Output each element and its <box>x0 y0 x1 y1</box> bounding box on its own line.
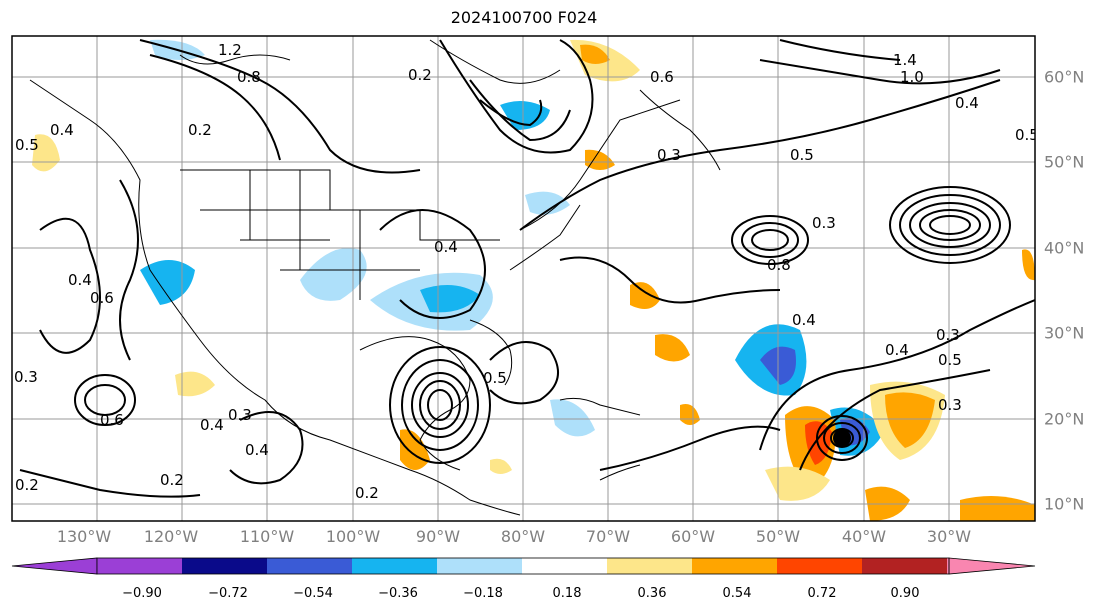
yellow-region-pacific <box>175 371 215 397</box>
colorbar-tick-label: −0.36 <box>378 586 418 601</box>
contour-label: 0.6 <box>650 68 674 86</box>
storm-center-marker <box>833 429 851 447</box>
contour-label: 0.6 <box>100 411 124 429</box>
longitude-label: 70°W <box>585 527 631 546</box>
longitude-label: 50°W <box>755 527 801 546</box>
contour-label: 0.8 <box>237 68 261 86</box>
orange-region-canada <box>580 44 610 64</box>
contour-label: 0.3 <box>938 396 962 414</box>
graticule <box>12 36 1035 521</box>
contour-label: 0.3 <box>228 406 252 424</box>
colorbar-tick-label: −0.90 <box>122 586 162 601</box>
contour-label: 1.2 <box>218 41 242 59</box>
contour-label-group: 1.2 0.8 0.2 0.4 0.5 0.6 0.3 0.2 1.4 1.0 … <box>14 41 1039 502</box>
colorbar-segment <box>267 558 352 574</box>
orange-region-east-atlantic <box>885 392 935 448</box>
latitude-label: 20°N <box>1044 409 1085 429</box>
colorbar-segment <box>777 558 862 574</box>
longitude-label: 110°W <box>239 527 295 546</box>
contour-label: 0.2 <box>160 471 184 489</box>
colorbar-high-arrow <box>948 557 1036 575</box>
contour-label: 0.5 <box>15 136 39 154</box>
contour-label: 0.4 <box>434 238 458 256</box>
colorbar-segment <box>947 558 949 574</box>
colorbar-tick-label: 0.54 <box>722 586 752 601</box>
colorbar-segment <box>182 558 267 574</box>
latitude-label: 40°N <box>1044 238 1085 258</box>
colorbar-segment <box>522 558 607 574</box>
longitude-label: 90°W <box>415 527 461 546</box>
colorbar-segment <box>862 558 947 574</box>
yellow-region-carib-east <box>680 404 700 425</box>
blue-region-southeast-core <box>420 285 480 313</box>
yellow-region-atlantic-mid <box>630 282 660 309</box>
contour-label: 0.4 <box>792 311 816 329</box>
longitude-label: 40°W <box>841 527 887 546</box>
contour-label: 0.5 <box>1015 126 1039 144</box>
yellow-region-atlantic-low <box>655 334 690 362</box>
colorbar-segment <box>352 558 437 574</box>
contour-label: 0.2 <box>355 484 379 502</box>
latitude-label: 30°N <box>1044 323 1085 343</box>
contour-label: 0.2 <box>15 476 39 494</box>
contour-label: 0.3 <box>936 326 960 344</box>
blue-region-caribbean <box>550 399 595 437</box>
contour-label: 0.8 <box>767 256 791 274</box>
longitude-label: 120°W <box>143 527 199 546</box>
colorbar-tick-label: 0.72 <box>807 586 837 601</box>
orange-region-far-east-top <box>1022 249 1035 281</box>
colorbar-tick-label: −0.54 <box>293 586 333 601</box>
contour-label: 0.2 <box>408 66 432 84</box>
blue-region-great-lakes <box>500 101 550 130</box>
blue-region-midwest <box>525 191 570 215</box>
colorbar <box>11 557 1036 575</box>
orange-region-far-east <box>960 496 1035 521</box>
contour-label: 0.3 <box>812 214 836 232</box>
contour-label: 0.4 <box>955 94 979 112</box>
contour-lines <box>19 39 1035 498</box>
blue-region-west <box>140 260 195 305</box>
contour-label: 0.4 <box>200 416 224 434</box>
map-frame <box>11 35 1036 522</box>
contour-label: 0.5 <box>483 369 507 387</box>
contour-label: 0.5 <box>790 146 814 164</box>
colorbar-tick-label: −0.72 <box>208 586 248 601</box>
colorbar-tick-label: 0.18 <box>552 586 582 601</box>
contour-label: 1.0 <box>900 68 924 86</box>
contour-label: 0.4 <box>245 441 269 459</box>
colorbar-segment <box>437 558 522 574</box>
longitude-label: 60°W <box>670 527 716 546</box>
blue-region-gulf <box>300 248 367 301</box>
latitude-label: 60°N <box>1044 67 1085 87</box>
longitude-label: 130°W <box>56 527 112 546</box>
colorbar-segment <box>97 558 182 574</box>
colorbar-segment <box>607 558 692 574</box>
colorbar-tick-label: 0.36 <box>637 586 667 601</box>
longitude-label: 80°W <box>500 527 546 546</box>
colorbar-tick-label: −0.18 <box>463 586 503 601</box>
latitude-label: 50°N <box>1044 152 1085 172</box>
colorbar-low-arrow <box>11 557 98 575</box>
colorbar-outline <box>96 557 950 575</box>
contour-label: 0.4 <box>885 341 909 359</box>
map-title: 2024100700 F024 <box>450 8 598 27</box>
contour-label: 0.6 <box>90 289 114 307</box>
coastlines <box>29 39 721 516</box>
contour-label: 0.4 <box>68 271 92 289</box>
contour-label: 0.2 <box>188 121 212 139</box>
longitude-label: 100°W <box>325 527 381 546</box>
latitude-label: 10°N <box>1044 494 1085 514</box>
contour-label: 0.5 <box>938 351 962 369</box>
longitude-label: 30°W <box>926 527 972 546</box>
colorbar-segment <box>692 558 777 574</box>
colorbar-tick-label: 0.90 <box>890 586 920 601</box>
contour-label: 0.3 <box>657 146 681 164</box>
contour-label: 0.4 <box>50 121 74 139</box>
yellow-region-south <box>765 466 830 501</box>
contour-label: 0.3 <box>14 368 38 386</box>
yellow-region-texas <box>490 458 512 474</box>
contour-label: 1.4 <box>893 51 917 69</box>
